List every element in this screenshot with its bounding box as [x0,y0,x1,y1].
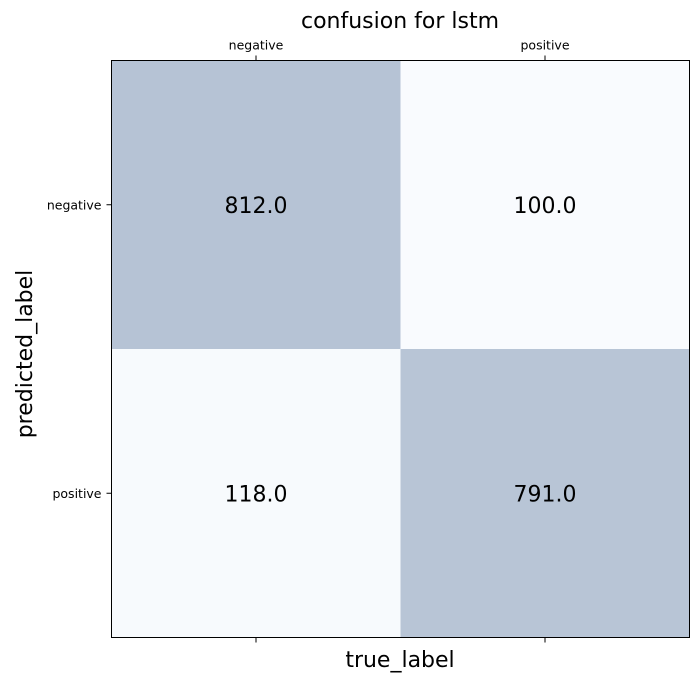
axis-ticks: negative positive negative positive [47,38,570,643]
heatmap-cell-r1-c1 [400,349,690,638]
y-tick-label: negative [47,197,102,212]
x-tick-label: negative [229,38,284,53]
x-axis-label: true_label [345,648,454,673]
cell-value-label: 118.0 [225,482,288,507]
y-tick-label: positive [52,486,101,501]
heatmap-cell-r0-c0 [111,60,401,349]
x-tick-label: positive [520,38,569,53]
heatmap-cell-r0-c1 [400,60,690,349]
heatmap-cell-r1-c0 [111,349,401,638]
y-axis-label: predicted_label [13,270,38,439]
cell-value-label: 100.0 [514,194,577,219]
cell-value-label: 812.0 [225,194,288,219]
chart-title: confusion for lstm [301,9,499,34]
heatmap-cells: 812.0 100.0 118.0 791.0 [111,60,690,638]
cell-value-label: 791.0 [514,482,577,507]
plot-frame [111,60,690,638]
